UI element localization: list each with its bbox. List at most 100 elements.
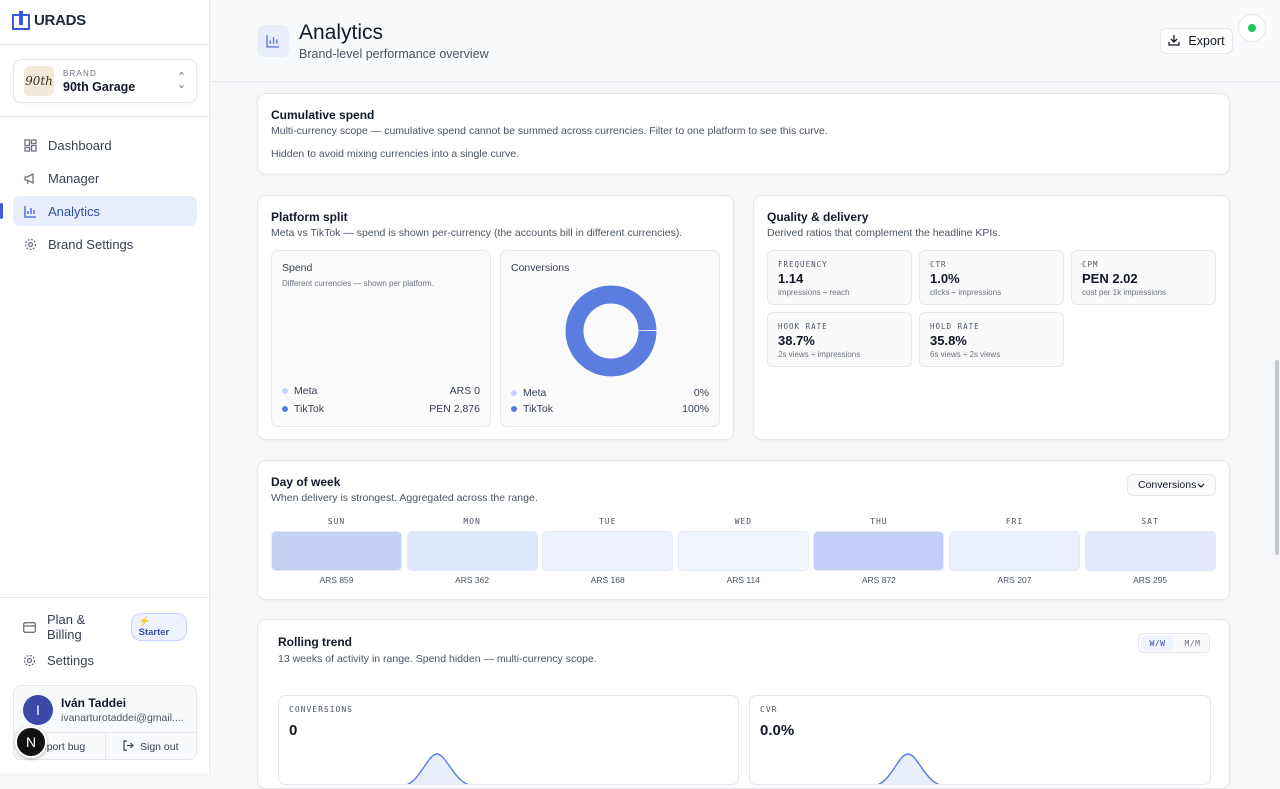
avatar[interactable]: I — [23, 695, 53, 725]
metric-desc: 6s views ÷ 2s views — [930, 350, 1001, 359]
platform-split-card: Platform split Meta vs TikTok — spend is… — [257, 195, 734, 440]
brand-name: 90th Garage — [63, 79, 136, 94]
settings-label: Settings — [47, 652, 94, 668]
day-cell[interactable] — [1084, 531, 1216, 571]
metric-label: FREQUENCY — [778, 260, 828, 269]
day-cell[interactable] — [542, 531, 674, 571]
day-value: ARS 872 — [861, 575, 896, 585]
download-icon — [1168, 34, 1181, 49]
legend-name: TikTok — [523, 403, 553, 415]
day-value: ARS 114 — [726, 575, 760, 585]
metric-value: 1.0% — [930, 271, 960, 286]
user-email: ivanarturotaddei@gmail.... — [61, 712, 184, 724]
legend-value: 0% — [693, 387, 709, 399]
nav-item-manager[interactable]: Manager — [13, 163, 197, 193]
brand-switcher[interactable]: 90th BRAND 90th Garage ⌃ ⌄ — [13, 59, 197, 103]
sign-out-label: Sign out — [139, 740, 179, 753]
metric-label: HOOK RATE — [778, 322, 828, 331]
metric-desc: 2s views ÷ impressions — [778, 350, 861, 359]
conversions-panel: Conversions Meta 0% TikTok 100% — [500, 250, 720, 427]
metric-desc: clicks ÷ impressions — [930, 288, 1002, 297]
card-title: Cumulative spend — [271, 108, 375, 122]
day-cell[interactable] — [406, 531, 538, 571]
day-cell[interactable] — [271, 531, 402, 571]
conversions-donut-chart — [565, 285, 657, 377]
scrollbar[interactable] — [1275, 360, 1279, 555]
divider — [0, 44, 210, 45]
nav-label: Manager — [48, 170, 100, 186]
spend-panel: Spend Different currencies — shown per p… — [271, 250, 491, 427]
metric-value: 35.8% — [930, 333, 967, 348]
day-cell[interactable] — [949, 531, 1080, 571]
card-subtitle: Multi-currency scope — cumulative spend … — [271, 125, 828, 137]
settings-link[interactable]: Settings — [13, 645, 197, 675]
sign-out-button[interactable]: Sign out — [104, 733, 197, 760]
card-subtitle: When delivery is strongest. Aggregated a… — [271, 492, 538, 504]
legend-name: Meta — [294, 385, 318, 397]
trend-cvr: CVR 0.0% — [749, 695, 1211, 785]
sidebar: URADS 90th BRAND 90th Garage ⌃ ⌄ Dashboar… — [0, 0, 210, 773]
metric-hold-rate: HOLD RATE 35.8% 6s views ÷ 2s views — [919, 312, 1064, 367]
divider — [0, 597, 210, 598]
legend-row: TikTok PEN 2,876 — [282, 403, 480, 415]
legend-dot — [511, 390, 517, 396]
day-label: FRI — [1005, 517, 1024, 526]
card-title: Day of week — [271, 475, 341, 489]
floating-avatar-button[interactable]: N — [15, 726, 47, 758]
chevron-down-icon — [1197, 479, 1205, 491]
legend-row: TikTok 100% — [511, 403, 709, 415]
day-label: SAT — [1141, 517, 1159, 526]
day-value: ARS 859 — [319, 575, 354, 585]
card-subtitle: Derived ratios that complement the headl… — [767, 227, 1001, 239]
app-logo[interactable]: URADS — [12, 10, 86, 30]
legend-dot — [282, 406, 288, 412]
metric-select[interactable]: Conversions — [1127, 474, 1216, 496]
day-label: SUN — [327, 517, 346, 526]
toggle-ww[interactable]: W/W — [1141, 636, 1174, 650]
trend-value: 0.0% — [760, 722, 795, 739]
day-of-week-card: Day of week When delivery is strongest. … — [257, 460, 1230, 600]
legend-value: 100% — [682, 403, 709, 415]
legend-row: Meta 0% — [511, 387, 709, 399]
quality-delivery-card: Quality & delivery Derived ratios that c… — [753, 195, 1230, 440]
nav-item-analytics[interactable]: Analytics — [0, 196, 197, 226]
plan-label: Plan & Billing — [47, 612, 86, 642]
day-cell[interactable] — [677, 531, 809, 571]
logo-text: URADS — [34, 11, 86, 29]
nav-item-dashboard[interactable]: Dashboard — [13, 130, 197, 160]
trend-label: CONVERSIONS — [289, 705, 353, 714]
day-label: TUE — [598, 517, 617, 526]
user-name: Iván Taddei — [61, 696, 127, 710]
legend-dot — [282, 388, 288, 394]
gear-icon — [23, 654, 36, 667]
day-value: ARS 362 — [455, 575, 490, 585]
select-value: Conversions — [1138, 479, 1197, 491]
legend-name: Meta — [523, 387, 547, 399]
legend-value: PEN 2,876 — [429, 403, 480, 415]
plan-billing-link[interactable]: Plan & Billing ⚡ Starter — [13, 612, 197, 642]
gear-icon — [24, 238, 37, 251]
nav-item-brand-settings[interactable]: Brand Settings — [13, 229, 197, 259]
card-title: Platform split — [271, 210, 348, 224]
day-value: ARS 207 — [997, 575, 1032, 585]
day-value: ARS 168 — [590, 575, 625, 585]
day-value: ARS 295 — [1133, 575, 1168, 585]
brand-label: BRAND — [63, 68, 98, 78]
nav-label: Brand Settings — [48, 236, 134, 252]
nav-label: Dashboard — [48, 137, 112, 153]
day-cell[interactable] — [813, 531, 945, 571]
export-button[interactable]: Export — [1160, 28, 1233, 54]
metric-cpm: CPM PEN 2.02 cost per 1k impressions — [1071, 250, 1216, 305]
toggle-mm[interactable]: M/M — [1184, 638, 1201, 648]
metric-hook-rate: HOOK RATE 38.7% 2s views ÷ impressions — [767, 312, 912, 367]
trend-sparkline — [877, 753, 940, 784]
status-indicator[interactable] — [1238, 14, 1266, 42]
card-title: Quality & delivery — [767, 210, 869, 224]
period-toggle: W/W M/M — [1138, 633, 1210, 653]
metric-value: 38.7% — [778, 333, 815, 348]
panel-title: Conversions — [511, 262, 570, 274]
bar-chart-icon — [24, 205, 37, 218]
main-nav: Dashboard Manager Analytics Brand Settin… — [0, 130, 197, 262]
page-subtitle: Brand-level performance overview — [299, 47, 489, 61]
status-dot — [1248, 24, 1256, 32]
